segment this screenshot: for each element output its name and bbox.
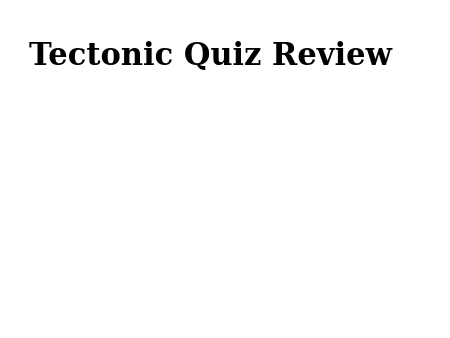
Text: Tectonic Quiz Review: Tectonic Quiz Review <box>29 41 392 72</box>
